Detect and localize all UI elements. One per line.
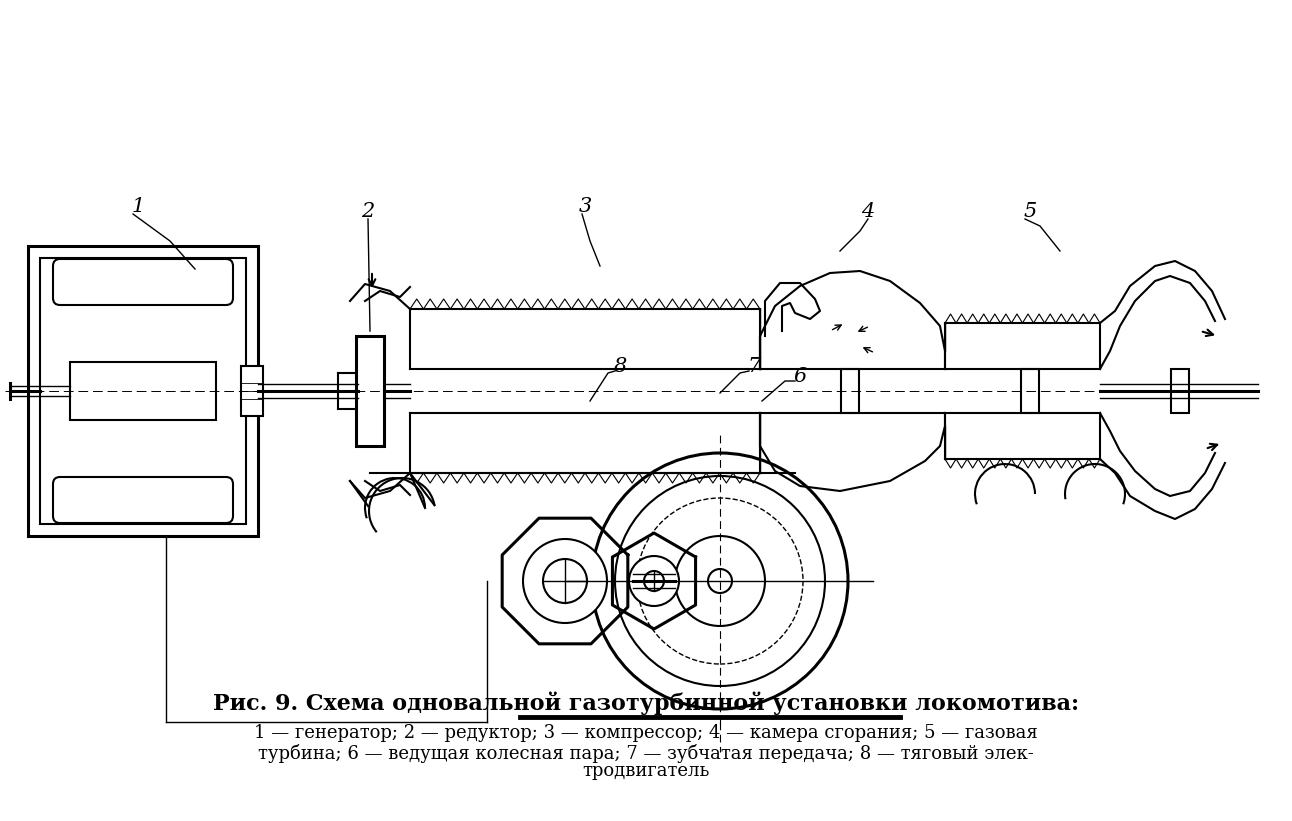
Circle shape <box>643 571 664 591</box>
Circle shape <box>674 536 765 626</box>
Text: 8: 8 <box>614 356 627 375</box>
Circle shape <box>637 498 804 664</box>
Bar <box>1021 369 1039 413</box>
Text: 3: 3 <box>579 196 592 215</box>
Text: 1 — генератор; 2 — редуктор; 3 — компрессор; 4 — камера сгорания; 5 — газовая: 1 — генератор; 2 — редуктор; 3 — компрес… <box>255 724 1037 742</box>
Text: 1: 1 <box>132 196 145 215</box>
Bar <box>70 362 216 420</box>
Circle shape <box>629 556 680 606</box>
Circle shape <box>615 476 826 686</box>
Bar <box>841 369 859 413</box>
Text: 7: 7 <box>747 356 761 375</box>
Text: 6: 6 <box>793 366 806 386</box>
Text: 5: 5 <box>1023 201 1036 221</box>
Text: тродвигатель: тродвигатель <box>583 762 709 780</box>
FancyBboxPatch shape <box>53 477 233 523</box>
Text: Рис. 9. Схема одновальной газотурбинной установки локомотива:: Рис. 9. Схема одновальной газотурбинной … <box>213 691 1079 715</box>
Circle shape <box>592 453 848 709</box>
Text: 4: 4 <box>862 201 875 221</box>
Bar <box>357 336 384 446</box>
FancyBboxPatch shape <box>53 259 233 305</box>
Bar <box>28 246 258 536</box>
Text: 2: 2 <box>362 201 375 221</box>
Circle shape <box>708 569 733 593</box>
Bar <box>242 366 264 416</box>
Circle shape <box>543 559 587 603</box>
Bar <box>40 258 245 524</box>
Text: турбина; 6 — ведущая колесная пара; 7 — зубчатая передача; 8 — тяговый элек-: турбина; 6 — ведущая колесная пара; 7 — … <box>258 744 1034 763</box>
Circle shape <box>523 539 607 623</box>
Bar <box>1171 369 1189 413</box>
